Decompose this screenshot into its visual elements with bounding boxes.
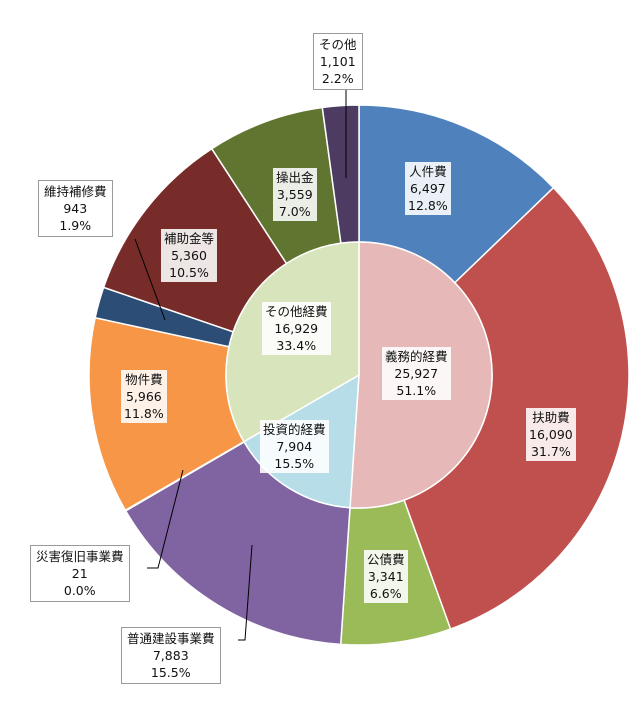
leader-line-saigai (147, 469, 184, 569)
label-percent: 0.0% (63, 583, 96, 598)
label-percent: 31.7% (531, 444, 571, 459)
label-name: 補助金等 (164, 231, 215, 246)
label-value: 25,927 (394, 366, 439, 381)
label-percent: 6.6% (369, 586, 402, 601)
label-name: 公債費 (367, 552, 405, 567)
label-value: 7,883 (152, 648, 189, 663)
label-name: 普通建設事業費 (127, 631, 215, 646)
label-jinkenhi: 人件費 6,497 12.8% (405, 162, 451, 215)
label-value: 3,559 (276, 187, 313, 202)
label-value: 943 (63, 201, 88, 216)
label-sonota-keihi: その他経費 16,929 33.4% (262, 302, 331, 355)
label-name: 物件費 (125, 372, 163, 387)
label-value: 6,497 (409, 181, 446, 196)
label-value: 16,929 (274, 321, 319, 336)
label-toushiteki-keihi: 投資的経費 7,904 15.5% (260, 420, 329, 473)
label-name: 操出金 (276, 170, 314, 185)
label-name: 投資的経費 (263, 422, 326, 437)
label-name: 義務的経費 (385, 349, 448, 364)
label-sonota: その他 1,101 2.2% (313, 33, 363, 90)
label-percent: 12.8% (408, 198, 448, 213)
label-value: 5,360 (171, 248, 207, 263)
label-percent: 51.1% (396, 383, 437, 398)
label-value: 7,904 (276, 439, 313, 454)
label-ijihoshuhi: 維持補修費 943 1.9% (38, 180, 113, 237)
label-percent: 11.8% (124, 406, 164, 421)
label-percent: 15.5% (150, 665, 191, 680)
label-percent: 7.0% (278, 204, 311, 219)
label-value: 1,101 (319, 54, 356, 69)
label-percent: 15.5% (274, 456, 315, 471)
label-futsu-kensetsu: 普通建設事業費 7,883 15.5% (121, 627, 221, 684)
label-name: その他経費 (265, 304, 328, 319)
label-percent: 33.4% (276, 338, 317, 353)
label-sodashikin: 操出金 3,559 7.0% (273, 168, 317, 221)
label-value: 21 (71, 566, 88, 581)
label-kosaihi: 公債費 3,341 6.6% (364, 550, 408, 603)
label-saigai-fukkyu: 災害復旧事業費 21 0.0% (30, 545, 130, 602)
leader-line-futsukensetsu (238, 544, 253, 641)
label-value: 16,090 (529, 427, 573, 442)
label-gimuteki-keihi: 義務的経費 25,927 51.1% (382, 347, 451, 400)
label-name: 扶助費 (532, 410, 570, 425)
label-fujohi: 扶助費 16,090 31.7% (526, 408, 576, 461)
label-hojokin: 補助金等 5,360 10.5% (161, 229, 218, 282)
label-percent: 10.5% (169, 265, 209, 280)
label-name: 人件費 (409, 164, 447, 179)
label-percent: 1.9% (59, 218, 92, 233)
leader-lines (134, 90, 347, 641)
label-name: 災害復旧事業費 (36, 549, 124, 564)
label-name: 維持補修費 (44, 184, 107, 199)
label-name: その他 (319, 37, 357, 52)
leader-line-ijihoshu (134, 238, 166, 321)
label-value: 3,341 (367, 569, 404, 584)
label-bukkenhi: 物件費 5,966 11.8% (121, 370, 167, 423)
label-value: 5,966 (125, 389, 162, 404)
label-percent: 2.2% (321, 71, 354, 86)
